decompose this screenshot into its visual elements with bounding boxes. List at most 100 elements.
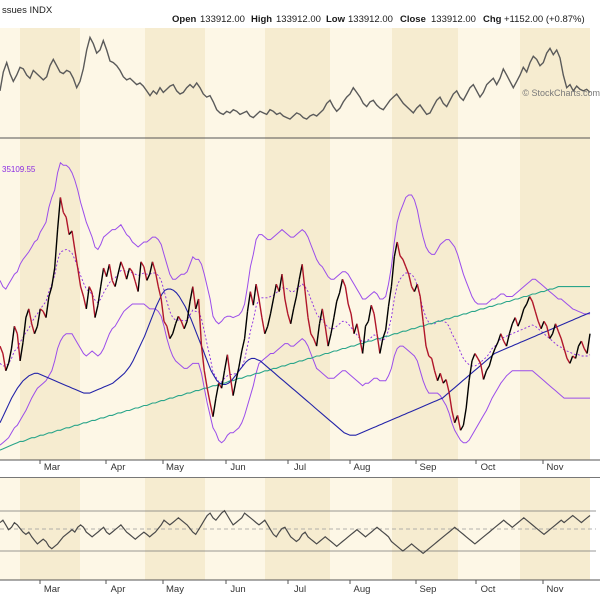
price-segment [379, 338, 384, 354]
x-tick-label: Jul [294, 584, 306, 595]
price-segment [307, 317, 312, 334]
price-segment [215, 383, 220, 399]
top-indicator-line [0, 35, 591, 120]
price-segment [269, 298, 275, 315]
price-segment [546, 326, 551, 339]
x-tick-label: Sep [420, 462, 437, 473]
low-label: Low [326, 14, 346, 25]
price-segment [577, 340, 583, 347]
price-segment [364, 320, 370, 327]
month-band [330, 477, 392, 580]
price-segment [19, 342, 24, 362]
price-segment [114, 274, 119, 287]
x-axis: Mar Apr May Jun Jul Aug Sep Oct Nov [39, 460, 564, 473]
price-segment [511, 317, 516, 325]
price-segment [100, 267, 105, 287]
price-segment [39, 308, 44, 312]
header-bar: ssues INDX Open 133912.00 High 133912.00… [2, 5, 585, 25]
price-segment [295, 279, 300, 297]
price-segment [422, 321, 427, 347]
price-segment [137, 261, 142, 292]
price-segment [359, 338, 364, 354]
price-segment [390, 256, 395, 287]
chart-title: ssues INDX [2, 5, 53, 16]
price-segment [393, 241, 398, 258]
price-segment [255, 283, 260, 300]
month-band [80, 138, 145, 460]
price-segment [117, 261, 122, 275]
price-segment [131, 271, 136, 282]
price-segment [410, 286, 416, 292]
price-segment [97, 286, 102, 306]
price-segment [382, 329, 387, 339]
price-segment [45, 296, 50, 318]
month-band [0, 28, 20, 138]
price-segment [517, 318, 522, 327]
price-segment [318, 308, 323, 324]
month-band [80, 477, 145, 580]
price-segment [203, 370, 208, 389]
price-segment [540, 321, 545, 329]
price-segment [566, 358, 571, 364]
x-tick-label: May [166, 462, 184, 473]
price-segment [71, 230, 76, 250]
bollinger-lower-line [0, 303, 590, 446]
price-segment [569, 355, 574, 364]
price-segment [505, 333, 511, 347]
price-segment [278, 274, 283, 292]
month-band [458, 477, 520, 580]
price-segment [425, 345, 430, 357]
price-segment [5, 363, 10, 372]
price-segment [413, 283, 418, 292]
price-segment [163, 320, 168, 327]
price-segment [549, 333, 554, 339]
price-segment [143, 266, 148, 281]
month-band [330, 28, 392, 138]
price-segment [174, 316, 180, 325]
price-segment [344, 286, 349, 305]
price-segment [7, 348, 13, 364]
open-value: 133912.00 [200, 14, 245, 25]
price-segment [287, 313, 292, 324]
price-segment [341, 278, 347, 287]
month-band [458, 138, 520, 460]
month-band [520, 477, 590, 580]
price-segment [267, 313, 272, 327]
price-segment [74, 249, 79, 269]
long-ma-teal-line [0, 286, 590, 451]
price-segment [88, 286, 93, 294]
price-segment [128, 267, 133, 273]
price-segment [494, 342, 499, 349]
price-segment [465, 380, 470, 409]
month-band [392, 477, 458, 580]
month-band [145, 477, 205, 580]
month-band [205, 28, 265, 138]
x-tick-label: Jul [294, 462, 306, 473]
month-band [265, 28, 330, 138]
price-segment [197, 298, 203, 347]
watermark: © StockCharts.com [522, 88, 600, 98]
price-segment [310, 333, 315, 339]
price-segment [574, 345, 580, 359]
price-segment [445, 379, 450, 393]
price-segment [169, 333, 174, 339]
chg-value: +1152.00 (+0.87%) [504, 14, 585, 25]
price-segment [16, 333, 21, 361]
price-segment [91, 292, 96, 318]
price-segment [28, 308, 33, 324]
price-segment [157, 286, 162, 300]
price-segment [523, 303, 528, 310]
price-segment [243, 311, 249, 339]
x-axis-bottom: Mar Apr May Jun Jul Aug Sep Oct Nov [39, 580, 564, 595]
price-segment [399, 255, 404, 260]
price-segment [206, 388, 211, 404]
price-segment [586, 333, 591, 354]
price-segment [13, 325, 18, 334]
month-band [20, 477, 80, 580]
price-segment [451, 410, 456, 423]
price-segment [33, 325, 39, 334]
x-tick-label: May [166, 584, 184, 595]
price-segment [520, 308, 525, 319]
price-segment [264, 325, 269, 334]
price-segment [428, 355, 433, 359]
